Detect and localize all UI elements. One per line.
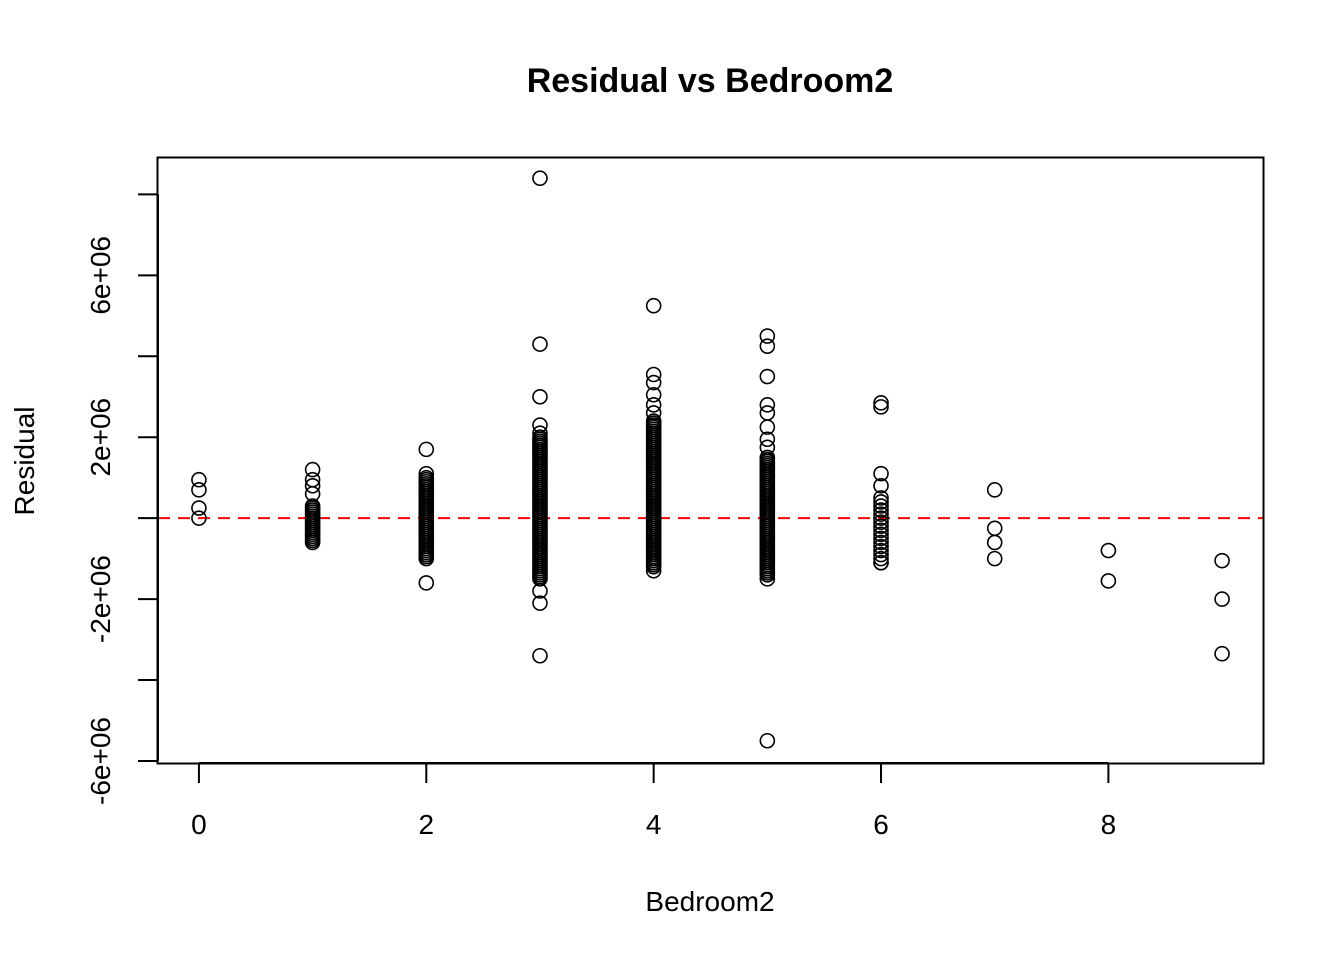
data-point <box>873 510 889 526</box>
data-point <box>645 405 662 421</box>
data-point <box>873 526 889 543</box>
x-axis-label: Bedroom2 <box>645 886 774 917</box>
data-point <box>1214 645 1230 662</box>
data-point <box>418 469 435 486</box>
data-point <box>873 538 889 555</box>
data-point <box>532 595 548 611</box>
data-point <box>645 374 662 391</box>
data-point <box>759 431 776 448</box>
data-point <box>873 542 889 559</box>
data-point <box>191 510 207 526</box>
data-point <box>191 500 207 516</box>
data-point <box>759 439 776 456</box>
data-point <box>986 534 1003 551</box>
data-point <box>986 482 1003 498</box>
chart-title: Residual vs Bedroom2 <box>527 62 894 100</box>
data-point <box>645 562 662 579</box>
plot-frame <box>156 156 1265 765</box>
data-point <box>759 405 776 421</box>
y-tick-label: 6e+06 <box>85 236 116 315</box>
data-point <box>304 486 321 502</box>
data-point <box>532 388 548 405</box>
data-point <box>645 397 662 413</box>
data-point <box>532 583 548 599</box>
data-point <box>532 170 548 187</box>
data-point <box>645 366 662 383</box>
data-point <box>873 502 889 518</box>
data-point <box>759 449 776 466</box>
y-tick-label: -2e+06 <box>85 555 116 643</box>
y-axis-label: Residual <box>9 407 40 516</box>
axes-layer: 0 2 4 6 8 -6e+06 -2e+06 2e+06 6e+06 <box>85 193 1117 840</box>
data-point <box>873 399 889 415</box>
data-point <box>304 498 321 514</box>
data-point <box>1214 591 1230 607</box>
data-point <box>645 297 662 314</box>
data-point <box>759 571 776 587</box>
data-point <box>759 732 776 749</box>
data-point <box>873 534 889 551</box>
data-point <box>873 498 889 514</box>
data-point <box>986 550 1003 567</box>
data-point <box>304 471 321 488</box>
data-point <box>532 425 548 441</box>
data-point <box>759 397 776 413</box>
data-point <box>759 328 776 344</box>
data-point <box>873 546 889 563</box>
data-point <box>759 419 776 435</box>
x-tick-label: 2 <box>419 809 435 840</box>
data-point <box>532 417 548 433</box>
data-point <box>873 506 889 522</box>
data-point <box>759 338 776 354</box>
data-point <box>873 494 889 510</box>
data-point <box>1214 552 1230 569</box>
data-point <box>873 490 889 506</box>
data-point <box>645 413 662 429</box>
data-point <box>191 471 207 488</box>
data-point <box>304 477 321 494</box>
x-tick-label: 0 <box>191 809 207 840</box>
y-tick-label: -6e+06 <box>85 717 116 805</box>
data-point <box>873 550 889 567</box>
data-point <box>873 522 889 539</box>
y-tick-label: 2e+06 <box>85 398 116 477</box>
data-point <box>873 518 889 535</box>
x-tick-label: 8 <box>1101 809 1117 840</box>
x-tick-label: 4 <box>646 809 662 840</box>
data-point <box>986 520 1003 537</box>
points-layer <box>191 170 1230 749</box>
data-point <box>873 530 889 547</box>
data-point <box>532 429 548 446</box>
data-point <box>304 461 321 478</box>
data-point <box>1100 573 1117 589</box>
data-point <box>532 336 548 352</box>
data-point <box>873 514 889 531</box>
data-point <box>418 575 435 591</box>
data-point <box>1100 542 1117 559</box>
data-point <box>759 368 776 385</box>
x-tick-label: 6 <box>873 809 889 840</box>
data-point <box>873 554 889 571</box>
data-point <box>418 465 435 482</box>
data-point <box>873 395 889 411</box>
data-point <box>645 386 662 403</box>
data-point <box>418 441 435 458</box>
data-point <box>873 477 889 494</box>
data-point <box>532 647 548 664</box>
data-point <box>191 482 207 498</box>
data-point <box>873 465 889 482</box>
